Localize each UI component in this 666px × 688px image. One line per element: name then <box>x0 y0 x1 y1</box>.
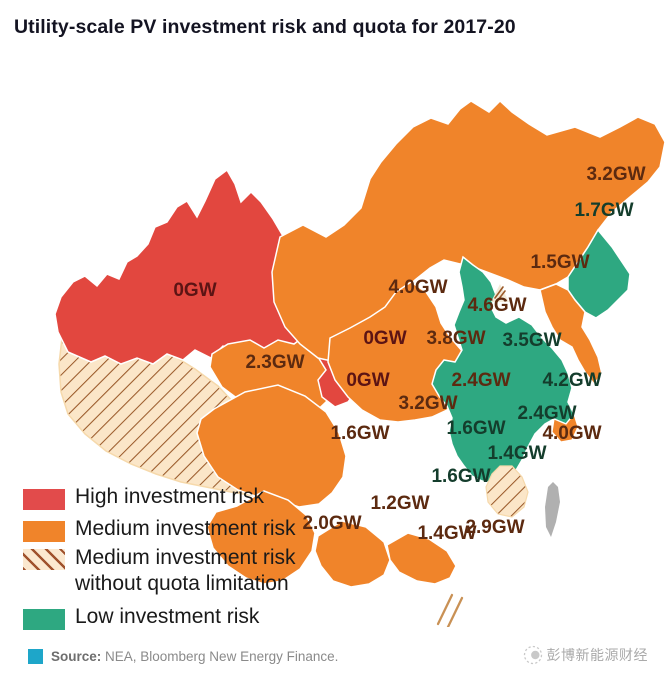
svg-text:2.4GW: 2.4GW <box>517 403 576 424</box>
svg-text:4.0GW: 4.0GW <box>542 423 601 444</box>
svg-text:0GW: 0GW <box>363 328 406 349</box>
svg-text:2.3GW: 2.3GW <box>245 352 304 373</box>
svg-text:3.2GW: 3.2GW <box>586 164 645 185</box>
svg-text:0GW: 0GW <box>173 280 216 301</box>
svg-text:2.0GW: 2.0GW <box>302 513 361 534</box>
svg-text:3.2GW: 3.2GW <box>398 393 457 414</box>
svg-text:1.5GW: 1.5GW <box>530 252 589 273</box>
svg-text:3.8GW: 3.8GW <box>426 328 485 349</box>
svg-text:2.4GW: 2.4GW <box>451 370 510 391</box>
svg-text:3.5GW: 3.5GW <box>502 330 561 351</box>
svg-text:4.6GW: 4.6GW <box>467 295 526 316</box>
svg-text:1.6GW: 1.6GW <box>446 418 505 439</box>
svg-text:4.2GW: 4.2GW <box>542 370 601 391</box>
svg-text:1.4GW: 1.4GW <box>487 443 546 464</box>
svg-text:1.6GW: 1.6GW <box>330 423 389 444</box>
svg-text:1.7GW: 1.7GW <box>574 200 633 221</box>
svg-text:4.0GW: 4.0GW <box>388 277 447 298</box>
svg-text:0GW: 0GW <box>346 370 389 391</box>
svg-text:2.9GW: 2.9GW <box>465 517 524 538</box>
svg-text:1.2GW: 1.2GW <box>370 493 429 514</box>
svg-text:1.6GW: 1.6GW <box>431 466 490 487</box>
